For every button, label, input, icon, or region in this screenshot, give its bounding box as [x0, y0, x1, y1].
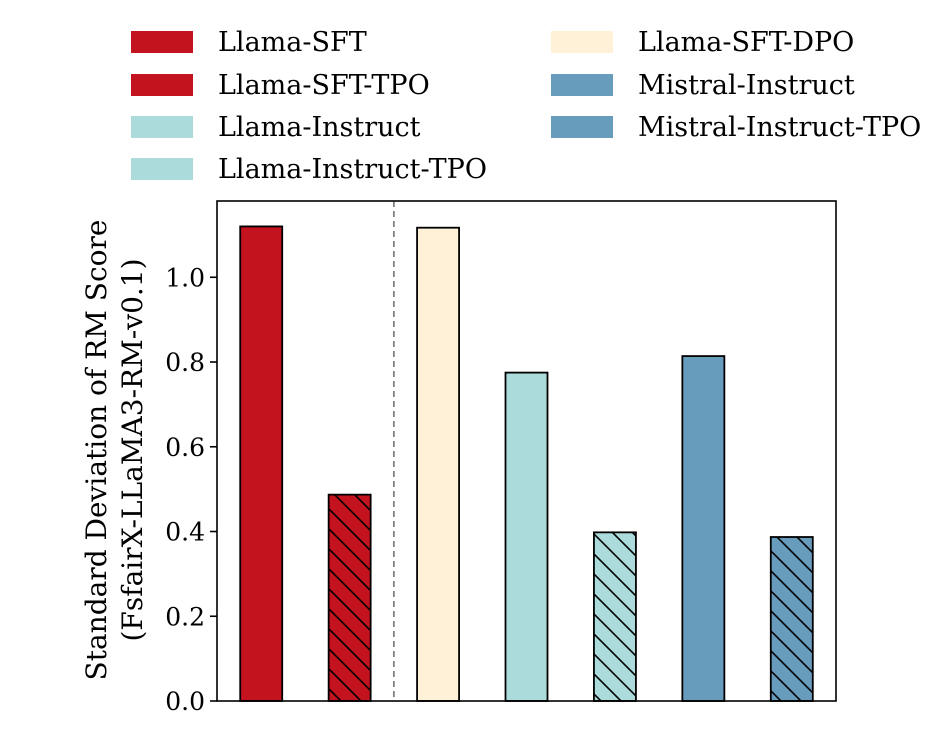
legend-label: Mistral-Instruct — [638, 70, 855, 101]
bar-llama-sft-tpo — [327, 493, 372, 702]
y-axis-label-line-2: (FsfairX-LLaMA3-RM-v0.1) — [116, 258, 149, 641]
bar-llama-sft-dpo — [416, 226, 460, 702]
plot-area: 0.0 0.2 0.4 0.6 0.8 1.0 — [165, 200, 837, 716]
bar-fill — [240, 226, 283, 702]
legend-swatch — [551, 116, 613, 138]
legend-swatch — [551, 74, 613, 96]
legend: Llama-SFT Llama-SFT-TPO Llama-Instruct Llam… — [131, 27, 921, 185]
y-tick-label: 0.6 — [165, 433, 205, 462]
bar-hatch — [593, 532, 636, 701]
legend-label: Llama-Instruct-TPO — [218, 154, 487, 185]
legend-swatch — [131, 116, 193, 138]
legend-item-mistral-instruct-tpo: Mistral-Instruct-TPO — [551, 112, 921, 143]
bar-hatch — [770, 537, 813, 701]
y-tick-label: 0.4 — [165, 518, 205, 547]
legend-item-llama-sft: Llama-SFT — [131, 27, 367, 58]
bars — [239, 225, 814, 702]
y-axis-label-line-1: Standard Deviation of RM Score — [80, 220, 113, 681]
legend-label: Mistral-Instruct-TPO — [638, 112, 921, 143]
bar-mistral-instruct-tpo — [769, 536, 814, 702]
legend-swatch — [131, 74, 193, 96]
axes-frame — [216, 200, 837, 702]
legend-item-mistral-instruct: Mistral-Instruct — [551, 70, 855, 101]
legend-item-llama-sft-tpo: Llama-SFT-TPO — [131, 70, 430, 101]
y-tick-label: 0.2 — [165, 602, 205, 631]
bar-llama-instruct-tpo — [593, 531, 637, 702]
bar-fill — [682, 356, 725, 701]
bar-mistral-instruct — [681, 355, 726, 702]
bar-fill — [505, 372, 548, 701]
y-axis: 0.0 0.2 0.4 0.6 0.8 1.0 — [165, 263, 217, 716]
legend-label: Llama-SFT-DPO — [638, 27, 854, 58]
legend-item-llama-instruct: Llama-Instruct — [131, 112, 421, 143]
legend-swatch — [131, 31, 193, 53]
y-tick-label: 0.8 — [165, 348, 205, 377]
y-tick-label: 1.0 — [165, 263, 205, 292]
legend-swatch — [131, 158, 193, 180]
legend-label: Llama-SFT — [218, 27, 367, 58]
legend-item-llama-sft-dpo: Llama-SFT-DPO — [551, 27, 854, 58]
bar-hatch — [328, 494, 371, 701]
y-axis-label: Standard Deviation of RM Score (FsfairX-L… — [80, 220, 149, 681]
legend-item-llama-instruct-tpo: Llama-Instruct-TPO — [131, 154, 487, 185]
legend-label: Llama-SFT-TPO — [218, 70, 430, 101]
legend-label: Llama-Instruct — [218, 112, 421, 143]
bar-fill — [417, 227, 460, 701]
y-tick-label: 0.0 — [165, 687, 205, 716]
bar-llama-instruct — [504, 371, 549, 702]
legend-swatch — [551, 31, 613, 53]
bar-llama-sft — [239, 225, 284, 702]
